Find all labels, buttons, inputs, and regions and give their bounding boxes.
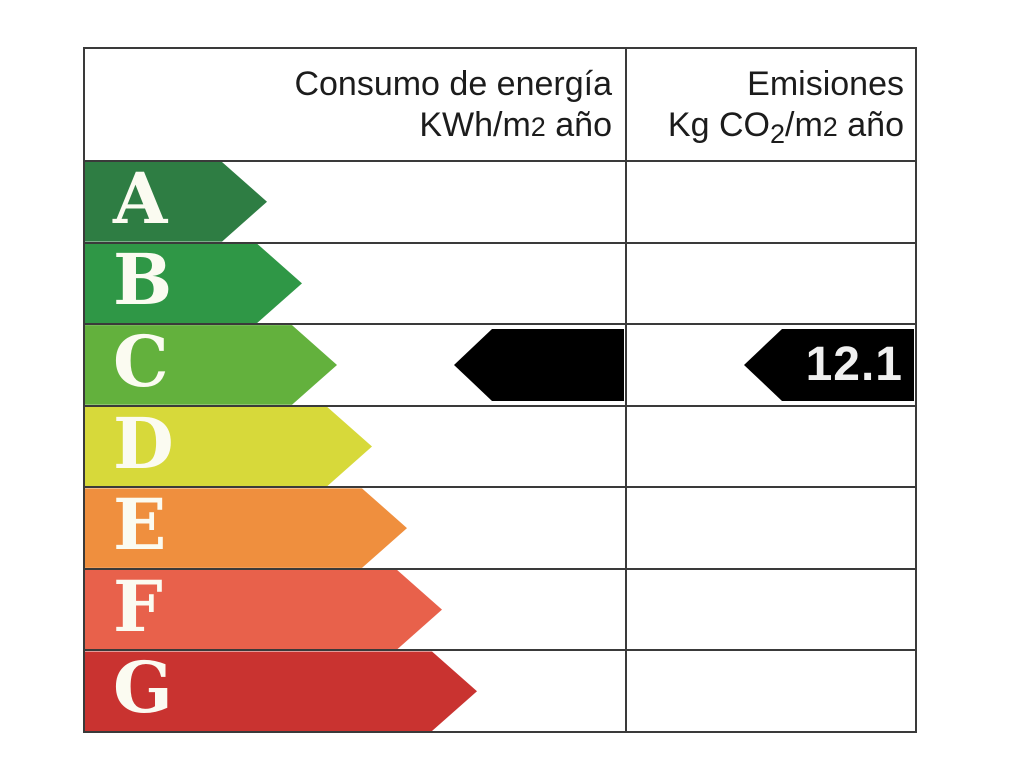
emissions-indicator-value: 12.1 [805, 337, 903, 391]
rating-row-a: A [85, 162, 915, 244]
rating-letter-g: G [113, 646, 173, 730]
consumption-cell-d: D [85, 406, 627, 487]
rating-letter-f: F [113, 564, 163, 648]
emissions-cell-f [627, 570, 915, 650]
rating-letter-b: B [113, 238, 173, 322]
rating-arrow-b: B [85, 244, 302, 324]
emissions-cell-e [627, 488, 915, 568]
emissions-unit-text: Kg CO [667, 106, 770, 144]
rating-arrow-a: A [85, 162, 267, 242]
rating-row-c: C 12.1 [85, 325, 915, 407]
emissions-co2-subscript: 2 [769, 119, 785, 149]
emissions-indicator-arrow: 12.1 [744, 328, 914, 401]
consumption-header: Consumo de energía KWh/m2 año [85, 49, 627, 160]
emissions-unit-exponent: 2 [822, 112, 838, 142]
rating-row-g: G [85, 651, 915, 732]
emissions-cell-c: 12.1 [627, 325, 915, 405]
rating-arrow-g: G [85, 651, 477, 731]
consumption-cell-e: E [85, 488, 627, 568]
rating-letter-c: C [113, 319, 169, 403]
consumption-unit-text: KWh/m [419, 106, 531, 144]
rating-row-e: E [85, 488, 915, 570]
consumption-cell-c: C [85, 325, 627, 405]
header-row: Consumo de energía KWh/m2 año Emisiones … [85, 49, 915, 162]
rating-rows: A B C 12.1 D E F G [85, 162, 915, 732]
consumption-header-line2: KWh/m2 año [85, 105, 612, 148]
consumption-cell-b: B [85, 243, 627, 324]
consumption-unit-suffix: año [545, 106, 612, 144]
rating-letter-e: E [113, 483, 167, 567]
rating-row-f: F [85, 569, 915, 652]
consumption-indicator-arrow [454, 328, 624, 401]
emissions-header-line2: Kg CO2/m2 año [627, 105, 904, 149]
rating-letter-a: A [113, 156, 168, 240]
consumption-header-line1: Consumo de energía [294, 65, 612, 103]
emissions-cell-a [627, 162, 915, 242]
rating-row-d: D [85, 406, 915, 489]
consumption-unit-exponent: 2 [530, 112, 546, 142]
emissions-cell-d [627, 407, 915, 487]
rating-letter-d: D [113, 401, 174, 485]
consumption-cell-a: A [85, 162, 627, 242]
emissions-header-line1: Emisiones [747, 65, 904, 103]
consumption-cell-g: G [85, 651, 627, 732]
emissions-cell-b [627, 244, 915, 324]
energy-label-table: Consumo de energía KWh/m2 año Emisiones … [83, 47, 917, 733]
rating-arrow-d: D [85, 407, 372, 487]
rating-arrow-c: C [85, 325, 337, 405]
rating-row-b: B [85, 243, 915, 326]
emissions-unit-mid: /m [785, 106, 823, 144]
emissions-header: Emisiones Kg CO2/m2 año [627, 49, 915, 160]
consumption-cell-f: F [85, 569, 627, 650]
emissions-cell-g [627, 651, 915, 731]
rating-arrow-f: F [85, 570, 442, 650]
emissions-unit-suffix: año [837, 106, 904, 144]
rating-arrow-e: E [85, 488, 407, 568]
